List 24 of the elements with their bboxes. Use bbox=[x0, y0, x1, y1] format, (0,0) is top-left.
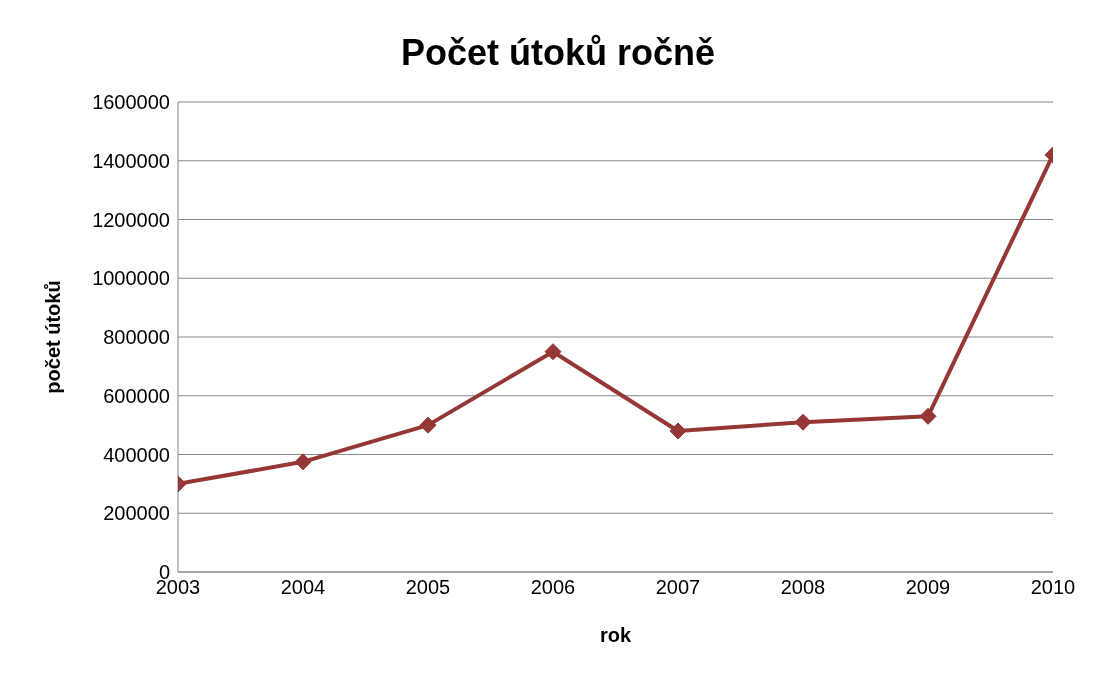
point bbox=[419, 416, 437, 434]
point bbox=[294, 453, 312, 471]
y-tick-label: 1000000 bbox=[92, 267, 170, 290]
x-tick-label: 2005 bbox=[405, 576, 451, 599]
x-tick-label: 2010 bbox=[1030, 576, 1076, 599]
point bbox=[544, 343, 562, 361]
y-tick-label: 800000 bbox=[103, 326, 170, 349]
point bbox=[794, 413, 812, 431]
point bbox=[669, 422, 687, 440]
y-tick-label: 400000 bbox=[103, 443, 170, 466]
y-tick-label: 1400000 bbox=[92, 149, 170, 172]
x-tick-label: 2008 bbox=[780, 576, 826, 599]
y-tick-label: 200000 bbox=[103, 502, 170, 525]
y-tick-label: 1200000 bbox=[92, 208, 170, 231]
x-tick-label: 2006 bbox=[530, 576, 576, 599]
y-tick-label: 1600000 bbox=[92, 91, 170, 114]
y-tick-label: 600000 bbox=[103, 384, 170, 407]
x-tick-label: 2007 bbox=[655, 576, 701, 599]
x-tick-label: 2004 bbox=[280, 576, 326, 599]
y-axis-title: počet útoků bbox=[42, 280, 65, 394]
x-tick-label: 2009 bbox=[905, 576, 951, 599]
x-axis-title: rok bbox=[599, 624, 632, 646]
chart-title: Počet útoků ročně bbox=[399, 31, 717, 75]
point bbox=[919, 407, 937, 425]
